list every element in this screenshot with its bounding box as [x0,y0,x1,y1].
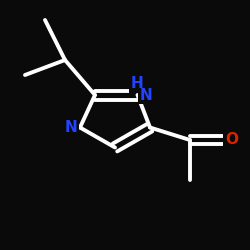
Bar [138,86,154,104]
Bar [130,75,146,92]
Text: O: O [225,132,238,148]
Bar [63,119,80,136]
Text: N: N [140,88,153,102]
Text: H: H [131,76,144,91]
Bar [223,131,240,149]
Text: N: N [65,120,78,135]
